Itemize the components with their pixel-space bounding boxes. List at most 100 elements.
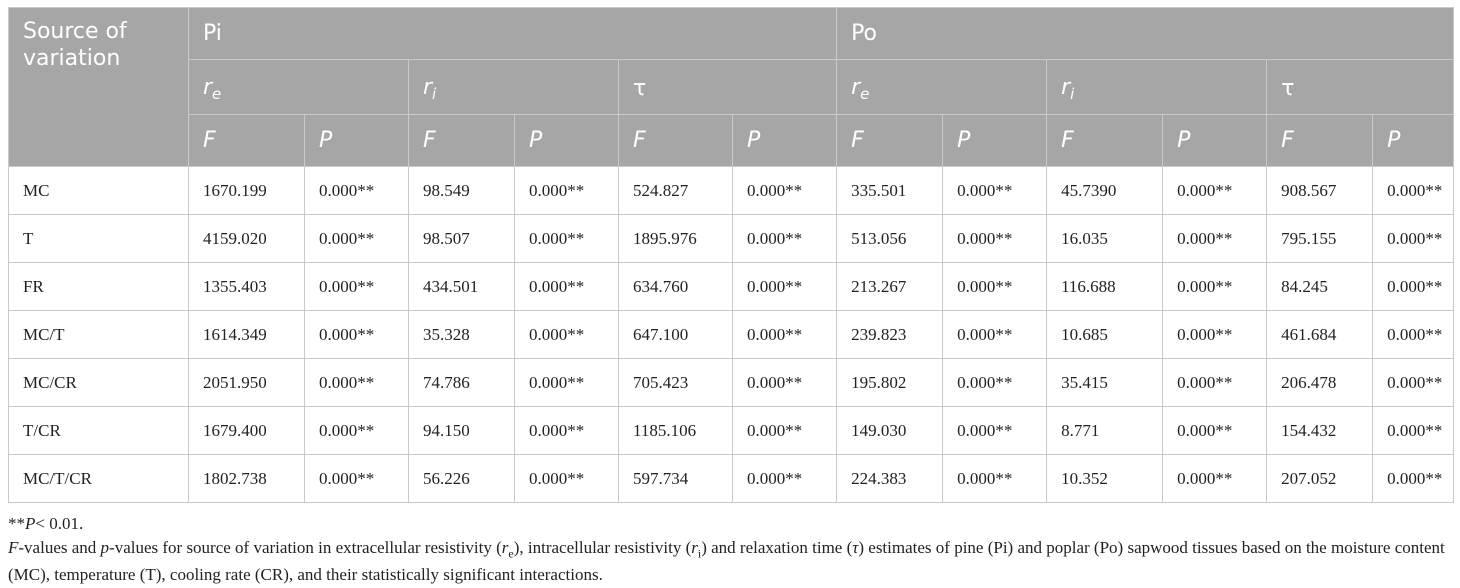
f-value-cell: 8.771: [1046, 406, 1164, 455]
table-row: T/CR 1679.400 0.000** 94.150 0.000** 1185.106…: [8, 406, 1455, 455]
stat-header-p: P: [942, 114, 1048, 167]
p-value-cell: 0.000**: [942, 214, 1048, 263]
p-value-cell: 0.000**: [514, 166, 619, 215]
p-value-cell: 0.000**: [514, 262, 619, 311]
f-value-cell: 206.478: [1266, 358, 1374, 407]
anova-results-table: Source of variation Pi Po re ri τ re ri …: [8, 7, 1455, 503]
table-row: MC/T 1614.349 0.000** 35.328 0.000** 647.100 0…: [8, 310, 1455, 359]
stat-header-p: P: [1372, 114, 1455, 167]
p-value-cell: 0.000**: [1162, 454, 1268, 503]
table-row: MC 1670.199 0.000** 98.549 0.000** 524.827 0.0…: [8, 166, 1455, 215]
f-value-cell: 94.150: [408, 406, 515, 455]
caption-segment: ) estimates of pine (Pi) and poplar (Po)…: [8, 538, 1445, 585]
param-header-tau-pi: τ: [617, 59, 838, 115]
f-value-cell: 1802.738: [188, 454, 305, 503]
caption-segment: p: [100, 538, 110, 557]
f-value-cell: 45.7390: [1046, 166, 1164, 215]
p-value-cell: 0.000**: [514, 454, 619, 503]
stat-header-p: P: [1162, 114, 1268, 167]
p-value-cell: 0.000**: [304, 454, 409, 503]
f-value-cell: 908.567: [1266, 166, 1374, 215]
p-value-cell: 0.000**: [304, 214, 409, 263]
f-value-cell: 1895.976: [618, 214, 733, 263]
p-value-cell: 0.000**: [304, 358, 409, 407]
source-of-variation-header: Source of variation: [8, 7, 189, 167]
f-value-cell: 56.226: [408, 454, 515, 503]
row-label: T/CR: [8, 406, 189, 455]
p-value-cell: 0.000**: [1162, 214, 1268, 263]
p-value-cell: 0.000**: [1372, 166, 1455, 215]
p-value-cell: 0.000**: [514, 358, 619, 407]
f-value-cell: 4159.020: [188, 214, 305, 263]
p-value-cell: 0.000**: [731, 166, 838, 215]
f-value-cell: 98.507: [408, 214, 515, 263]
f-value-cell: 195.802: [836, 358, 944, 407]
p-value-cell: 0.000**: [731, 310, 838, 359]
f-value-cell: 207.052: [1266, 454, 1374, 503]
f-value-cell: 1355.403: [188, 262, 305, 311]
f-value-cell: 1185.106: [618, 406, 733, 455]
p-value-cell: 0.000**: [514, 406, 619, 455]
param-header-ri-po: ri: [1046, 59, 1268, 115]
row-label: FR: [8, 262, 189, 311]
f-value-cell: 1670.199: [188, 166, 305, 215]
row-label: MC/CR: [8, 358, 189, 407]
p-value-cell: 0.000**: [514, 214, 619, 263]
caption-segment: e: [508, 546, 514, 561]
f-value-cell: 634.760: [618, 262, 733, 311]
p-value-cell: 0.000**: [1162, 406, 1268, 455]
f-value-cell: 795.155: [1266, 214, 1374, 263]
stat-header-p: P: [514, 114, 619, 167]
p-value-cell: 0.000**: [731, 214, 838, 263]
param-header-re-pi: re: [188, 59, 409, 115]
f-value-cell: 239.823: [836, 310, 944, 359]
p-value-cell: 0.000**: [1372, 214, 1455, 263]
param-header-ri-pi: ri: [408, 59, 619, 115]
p-value-cell: 0.000**: [942, 406, 1048, 455]
p-value-cell: 0.000**: [514, 310, 619, 359]
p-value-cell: 0.000**: [942, 166, 1048, 215]
row-label: MC/T/CR: [8, 454, 189, 503]
p-value-cell: 0.000**: [942, 358, 1048, 407]
table-row: MC/CR 2051.950 0.000** 74.786 0.000** 705.423…: [8, 358, 1455, 407]
caption-segment: τ: [852, 538, 859, 557]
table-row: MC/T/CR 1802.738 0.000** 56.226 0.000** 597.7…: [8, 454, 1455, 503]
stat-header-p: P: [304, 114, 409, 167]
f-value-cell: 84.245: [1266, 262, 1374, 311]
row-label: T: [8, 214, 189, 263]
p-value-cell: 0.000**: [1372, 262, 1455, 311]
param-header-re-po: re: [836, 59, 1048, 115]
caption-segment: -values for source of variation in extra…: [109, 538, 502, 557]
stat-header-f: F: [1266, 114, 1374, 167]
f-value-cell: 434.501: [408, 262, 515, 311]
p-value-cell: 0.000**: [731, 358, 838, 407]
group-header-po: Po: [836, 7, 1455, 60]
p-value-cell: 0.000**: [1162, 262, 1268, 311]
stat-header-p: P: [731, 114, 838, 167]
table-body: MC 1670.199 0.000** 98.549 0.000** 524.827 0.0…: [8, 166, 1455, 503]
f-value-cell: 597.734: [618, 454, 733, 503]
table-row: T 4159.020 0.000** 98.507 0.000** 1895.976 0.0…: [8, 214, 1455, 263]
group-header-pi: Pi: [187, 7, 838, 60]
stat-header-f: F: [1046, 114, 1164, 167]
p-value-cell: 0.000**: [304, 310, 409, 359]
p-value-cell: 0.000**: [1162, 166, 1268, 215]
stat-header-f: F: [188, 114, 305, 167]
f-value-cell: 10.352: [1046, 454, 1164, 503]
f-value-cell: 149.030: [836, 406, 944, 455]
param-header-tau-po: τ: [1266, 59, 1455, 115]
p-value-cell: 0.000**: [304, 262, 409, 311]
f-value-cell: 647.100: [618, 310, 733, 359]
p-value-cell: 0.000**: [942, 262, 1048, 311]
f-value-cell: 2051.950: [188, 358, 305, 407]
f-value-cell: 705.423: [618, 358, 733, 407]
caption-segment: ) and relaxation time (: [701, 538, 853, 557]
caption-segment: F: [8, 538, 19, 557]
p-value-cell: 0.000**: [1372, 406, 1455, 455]
table-footnotes: **P< 0.01. F-values and p-values for sou…: [8, 513, 1453, 585]
f-value-cell: 35.415: [1046, 358, 1164, 407]
row-label: MC/T: [8, 310, 189, 359]
p-value-cell: 0.000**: [1162, 310, 1268, 359]
f-value-cell: 154.432: [1266, 406, 1374, 455]
p-value-cell: 0.000**: [1372, 358, 1455, 407]
